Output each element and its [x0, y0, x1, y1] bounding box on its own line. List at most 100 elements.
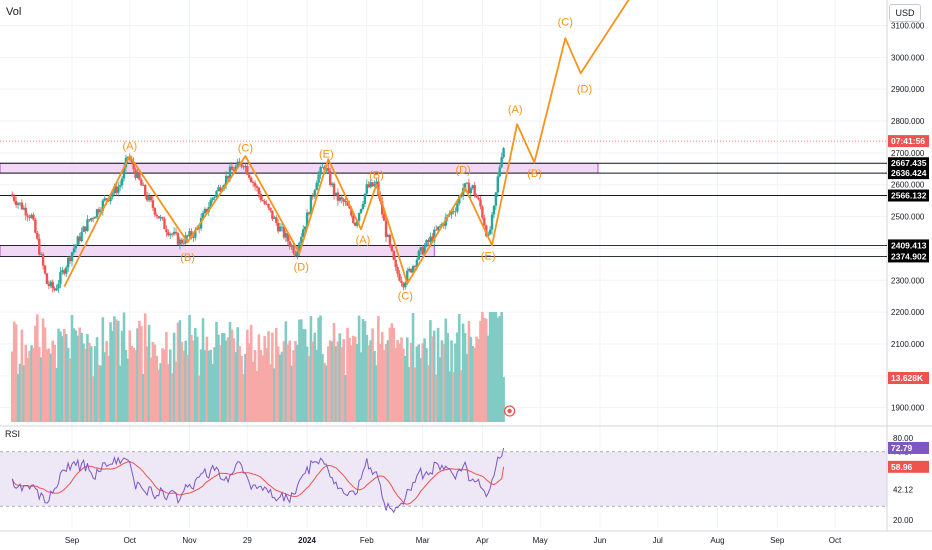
- volume-bar: [30, 345, 33, 422]
- candle-body: [354, 222, 357, 226]
- time-tick-label: May: [533, 536, 548, 545]
- candle-body: [496, 176, 500, 193]
- candle-body: [88, 219, 91, 221]
- price-tick-label: 2800.000: [891, 117, 925, 126]
- candle-body: [357, 212, 361, 221]
- volume-bar: [251, 361, 255, 422]
- volume-bar: [388, 327, 392, 422]
- volume-bar: [36, 314, 39, 422]
- volume-bar: [111, 330, 114, 422]
- volume-bar: [145, 346, 149, 422]
- candle-body: [332, 183, 336, 195]
- candle-body: [105, 198, 108, 201]
- volume-bar: [336, 341, 340, 422]
- candle-body: [226, 175, 230, 179]
- volume-bar: [255, 371, 259, 422]
- wave-label: (E): [481, 251, 496, 263]
- candle-body: [261, 200, 264, 202]
- candle-body: [384, 220, 388, 237]
- volume-bar: [438, 357, 442, 422]
- candle-body: [407, 268, 411, 271]
- volume-bar: [26, 357, 29, 422]
- volume-bar: [496, 317, 500, 422]
- candle-body: [259, 193, 263, 201]
- candle-body: [248, 174, 251, 178]
- volume-bar: [315, 349, 318, 422]
- volume-bar: [344, 374, 347, 422]
- rsi-label: RSI: [5, 429, 21, 439]
- zone-rect[interactable]: [0, 245, 435, 257]
- volume-bar: [423, 338, 426, 422]
- candle-body: [30, 214, 33, 218]
- candle-body: [91, 218, 95, 219]
- candle-body: [302, 229, 305, 237]
- volume-bar: [66, 347, 70, 422]
- volume-bar: [500, 312, 503, 422]
- volume-bar: [172, 332, 176, 422]
- candle-body: [161, 217, 164, 219]
- candle-body: [319, 167, 322, 175]
- volume-bar: [109, 322, 112, 422]
- candle-body: [43, 265, 47, 274]
- volume-bar: [502, 376, 505, 422]
- volume-bar: [194, 328, 197, 422]
- candle-body: [24, 207, 27, 216]
- volume-bar: [249, 324, 253, 422]
- level-tag-bg: [888, 189, 929, 202]
- candle-body: [390, 244, 394, 251]
- volume-bar: [463, 333, 467, 422]
- elliott-wave-line[interactable]: [63, 0, 632, 288]
- wave-label: (C): [238, 142, 253, 154]
- currency-button[interactable]: USD: [889, 4, 921, 22]
- candle-body: [194, 229, 197, 238]
- volume-bar: [484, 318, 488, 422]
- candle-body: [303, 226, 307, 230]
- candle-body: [84, 226, 87, 232]
- candle-body: [232, 169, 236, 172]
- volume-bar: [126, 358, 130, 422]
- candle-body: [257, 187, 261, 194]
- volume-bar: [434, 374, 438, 422]
- volume-bar: [307, 355, 311, 422]
- candle-body: [120, 178, 124, 186]
- volume-bar: [165, 331, 168, 422]
- candle-body: [413, 266, 417, 267]
- candle-body: [215, 191, 218, 197]
- volume-bar: [228, 322, 232, 422]
- volume-bar: [215, 321, 218, 422]
- candle-body: [51, 281, 54, 289]
- candle-body: [392, 250, 395, 260]
- candle-body: [477, 197, 480, 200]
- time-tick-label: Sep: [770, 536, 785, 545]
- volume-bar: [284, 321, 288, 422]
- candle-body: [251, 182, 255, 183]
- volume-bar: [442, 343, 446, 422]
- candle-body: [429, 236, 432, 242]
- candle-body: [224, 175, 228, 185]
- volume-bar: [375, 365, 378, 422]
- candle-body: [321, 167, 324, 168]
- candle-body: [371, 182, 374, 187]
- candle-body: [34, 219, 37, 233]
- candle-body: [456, 203, 459, 212]
- candle-body: [49, 281, 53, 286]
- candle-body: [117, 186, 120, 193]
- candle-body: [153, 207, 157, 215]
- candle-body: [483, 217, 486, 226]
- candle-body: [16, 203, 20, 205]
- volume-bar: [301, 328, 305, 422]
- volume-bar: [72, 328, 76, 422]
- candle-body: [315, 182, 318, 191]
- volume-bar: [259, 350, 263, 422]
- volume-bar: [274, 327, 278, 422]
- volume-bar: [24, 344, 28, 422]
- candle-body: [352, 215, 355, 223]
- volume-bar: [421, 343, 424, 422]
- candle-body: [55, 288, 58, 291]
- wave-label: (C): [558, 16, 573, 28]
- volume-bar: [444, 318, 448, 422]
- price-tick-label: 2500.000: [891, 213, 925, 222]
- candle-body: [95, 209, 99, 217]
- volume-bar: [141, 373, 145, 422]
